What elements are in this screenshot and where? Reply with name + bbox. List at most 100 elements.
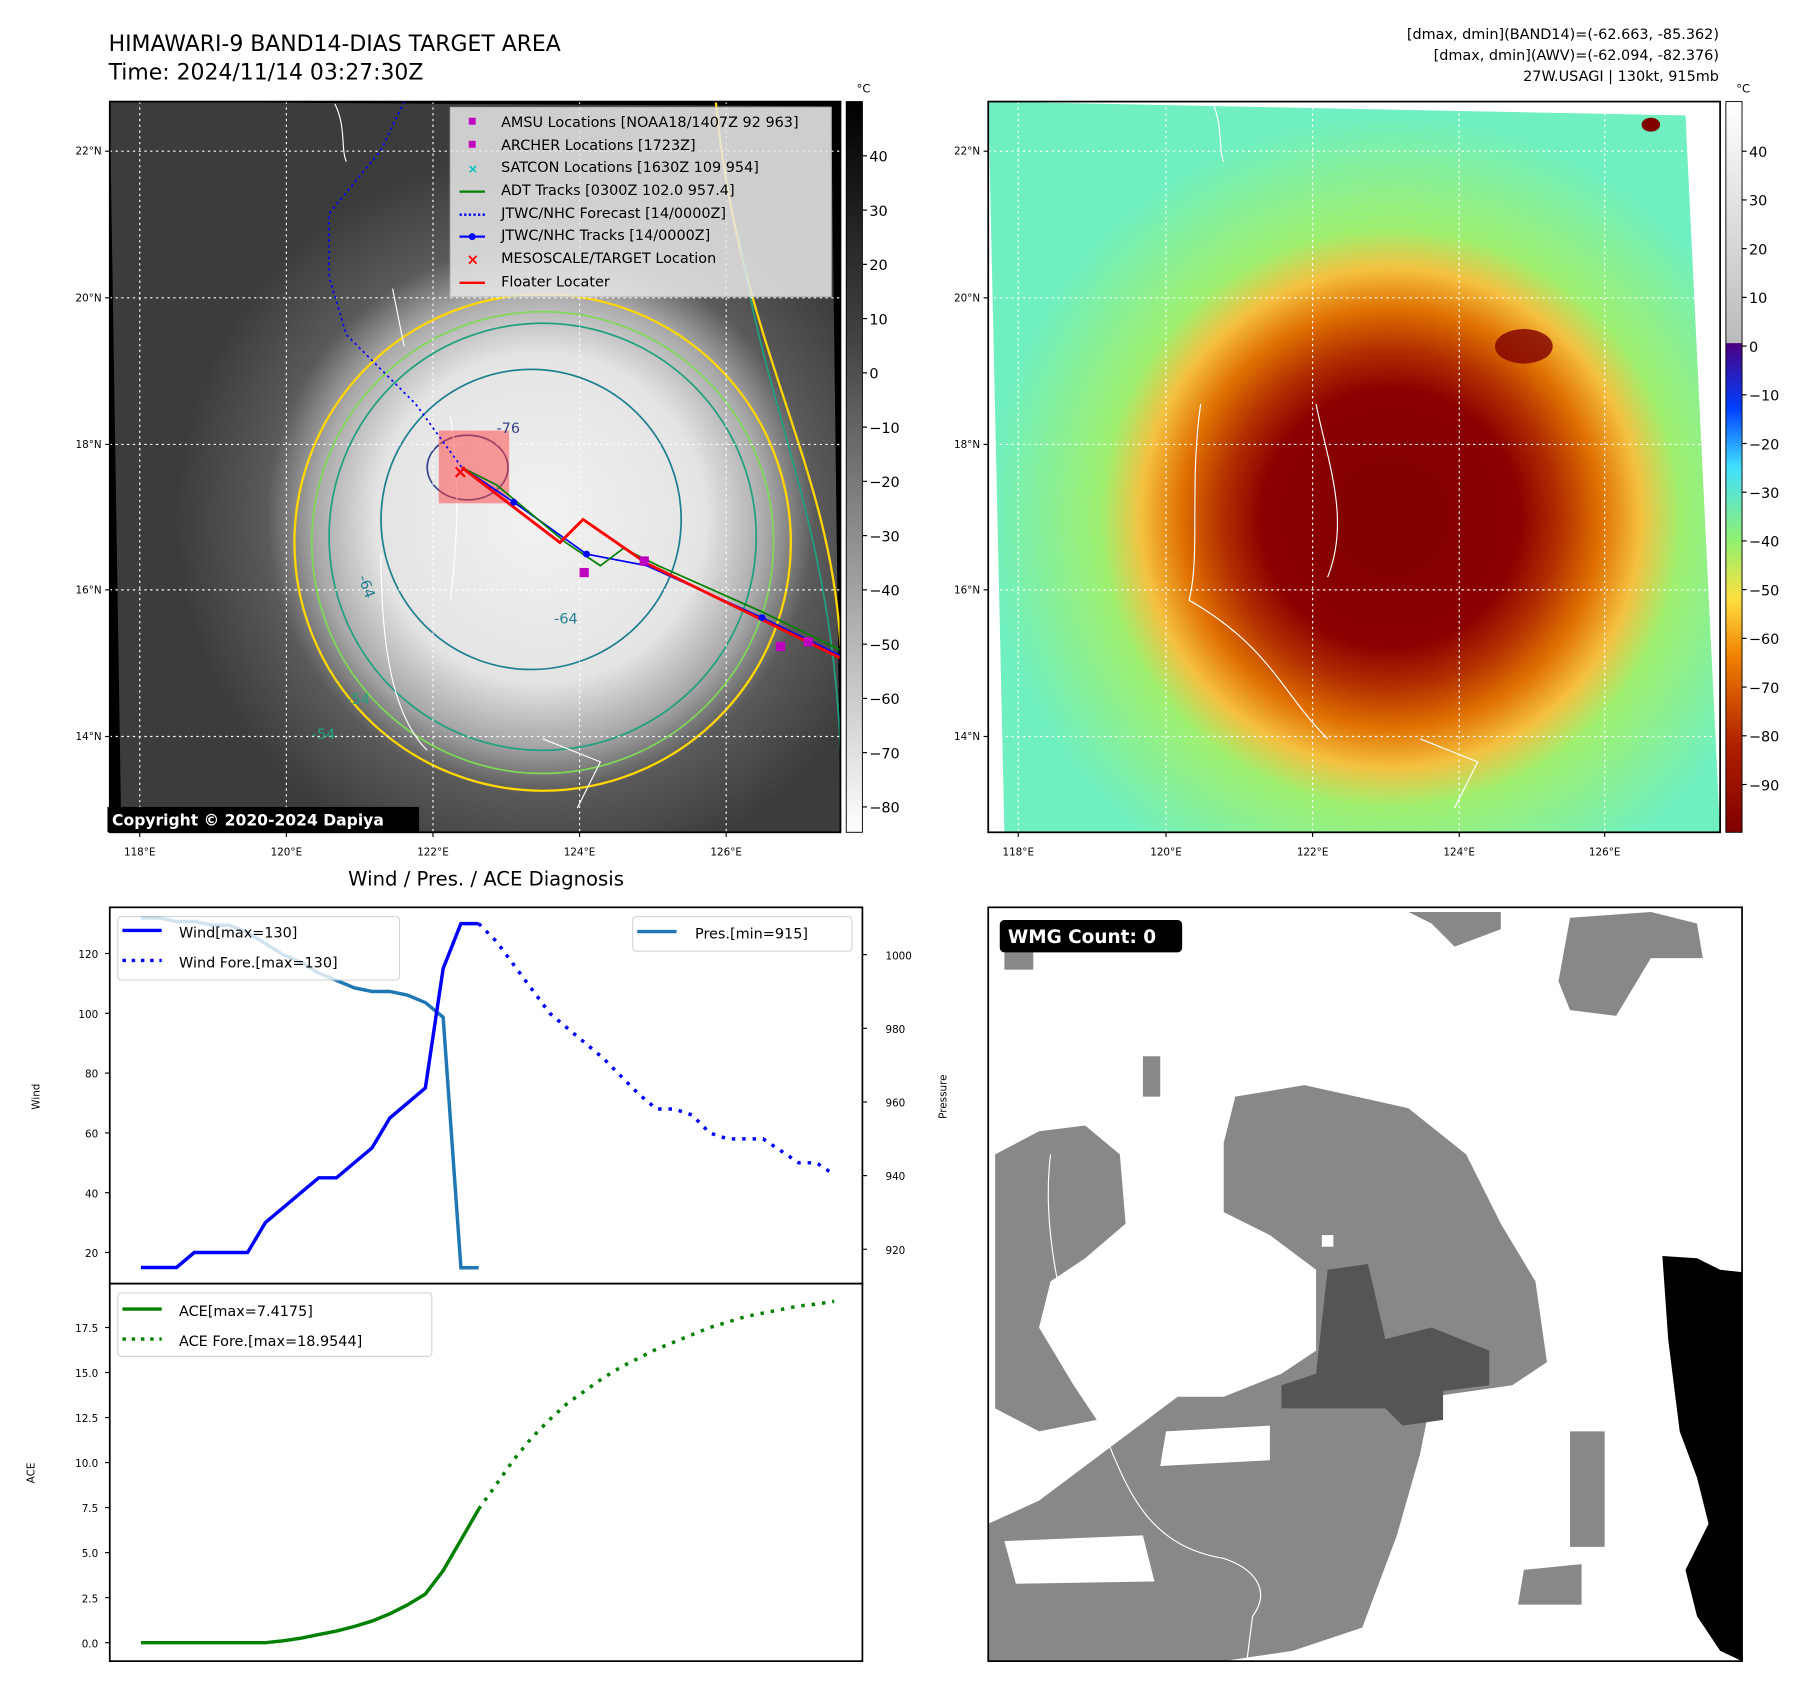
- colorbar-tick: −40: [1749, 535, 1779, 551]
- colorbar-tick: 30: [869, 204, 887, 220]
- ace-tick-label: 12.5: [75, 1413, 98, 1425]
- lon-tick-label: 120°E: [271, 846, 303, 858]
- lat-tick-label: 14°N: [954, 731, 980, 743]
- legend-item: AMSU Locations [NOAA18/1407Z 92 963]: [501, 115, 799, 131]
- amsu-legend-icon: [468, 117, 476, 125]
- stats-band14: [dmax, dmin](BAND14)=(-62.663, -85.362): [1407, 27, 1719, 43]
- ir-map-panel: × -76 -64 -64 -54 -54 × × AMSU Locations…: [76, 100, 842, 858]
- colorbar-tick: −10: [869, 421, 899, 437]
- colorbar-tick: −50: [869, 638, 899, 654]
- colorbar-tick: −70: [869, 746, 899, 762]
- contour-label: -64: [354, 573, 377, 601]
- ace-tick-label: 10.0: [75, 1458, 98, 1470]
- colorbar-tick: −20: [869, 475, 899, 491]
- ace-legend: ACE[max=7.4175] ACE Fore.[max=18.9544]: [117, 1292, 433, 1357]
- stats-awv: [dmax, dmin](AWV)=(-62.094, -82.376): [1434, 48, 1719, 64]
- colorbar-ir: °C 40 30 20 10 0 −10 −20 −30 −40 −50 −60 −70 −80: [845, 81, 900, 833]
- lon-tick-label: 126°E: [1589, 846, 1621, 858]
- contour-label: -54: [346, 692, 370, 708]
- pressure-tick-label: 980: [885, 1024, 905, 1036]
- legend-item: Floater Locater: [501, 274, 610, 290]
- colorbar-tick: −30: [1749, 486, 1779, 502]
- colorbar-tick: 10: [1749, 291, 1767, 307]
- colorbar-tick: 40: [1749, 145, 1767, 161]
- pressure-tick-label: 940: [885, 1171, 905, 1183]
- archer-legend-icon: [468, 140, 476, 148]
- lon-tick-label: 124°E: [1443, 846, 1475, 858]
- chart-title: Wind / Pres. / ACE Diagnosis: [348, 867, 624, 890]
- legend-item: ACE[max=7.4175]: [179, 1304, 313, 1320]
- ace-axis-label: ACE: [26, 1463, 38, 1484]
- legend-item: Wind Fore.[max=130]: [179, 955, 338, 971]
- legend-item: ARCHER Locations [1723Z]: [501, 138, 696, 154]
- contour-label: -64: [554, 611, 578, 627]
- colorbar-tick: 0: [1749, 340, 1758, 356]
- colorbar-tick: 20: [869, 258, 887, 274]
- legend-item: Wind[max=130]: [179, 925, 297, 941]
- lon-tick-label: 118°E: [1002, 846, 1034, 858]
- wind-pressure-chart: Wind Pressure 20 40 60 80 100 120 920 940 960 980…: [30, 906, 950, 1285]
- pressure-tick-label: 960: [885, 1098, 905, 1110]
- ace-tick-label: 17.5: [75, 1323, 98, 1335]
- wind-legend: Wind[max=130] Wind Fore.[max=130] Pres.[…: [117, 915, 853, 981]
- ace-tick-label: 5.0: [82, 1548, 98, 1560]
- colorbar-tick: 40: [869, 150, 887, 166]
- wind-tick-label: 40: [85, 1188, 98, 1200]
- lon-tick-label: 126°E: [710, 846, 742, 858]
- colorbar-tick: −10: [1749, 389, 1779, 405]
- lat-tick-label: 16°N: [76, 584, 102, 596]
- ace-tick-label: 15.0: [75, 1368, 98, 1380]
- floater-track: [460, 466, 841, 660]
- awv-image: [988, 101, 1721, 833]
- pressure-tick-label: 1000: [885, 950, 911, 962]
- lon-tick-label: 124°E: [564, 846, 596, 858]
- ace-line: [140, 1508, 481, 1645]
- lat-tick-label: 14°N: [76, 731, 102, 743]
- ace-tick-label: 7.5: [82, 1503, 98, 1515]
- target-x-marker: ×: [453, 462, 468, 483]
- legend-item: ADT Tracks [0300Z 102.0 957.4]: [501, 183, 735, 199]
- wind-forecast-line: [477, 922, 836, 1177]
- wind-tick-label: 120: [78, 949, 98, 961]
- colorbar-tick: −70: [1749, 681, 1779, 697]
- colorbar-tick: −80: [869, 801, 899, 817]
- satcon-legend-icon: ×: [468, 161, 479, 176]
- colorbar-tick: −90: [1749, 778, 1779, 794]
- wind-line: [140, 921, 479, 1270]
- lat-tick-label: 18°N: [954, 439, 980, 451]
- wind-tick-label: 80: [85, 1069, 98, 1081]
- colorbar-tick: 0: [869, 367, 878, 383]
- colorbar-tick: 30: [1749, 194, 1767, 210]
- colorbar-tick: −80: [1749, 730, 1779, 746]
- target-legend-icon: ×: [466, 250, 479, 268]
- contour-label: -54: [312, 727, 336, 743]
- lat-tick-label: 20°N: [76, 292, 102, 304]
- ace-chart: ACE 0.0 2.5 5.0 7.5 10.0 12.5 15.0 17.5 ACE[max…: [26, 1282, 864, 1663]
- wind-tick-label: 60: [85, 1129, 98, 1141]
- awv-map-panel: 118°E 120°E 122°E 124°E 126°E 22°N 20°N 18°N 16°…: [954, 100, 1721, 858]
- colorbar-tick: −40: [869, 584, 899, 600]
- colorbar-tick: −60: [869, 692, 899, 708]
- colorbar-unit: °C: [1736, 81, 1750, 95]
- best-track: [461, 466, 841, 657]
- wmg-count-label: WMG Count: 0: [1008, 927, 1156, 948]
- wind-axis-label: Wind: [30, 1084, 42, 1110]
- legend-item: Pres.[min=915]: [695, 927, 808, 943]
- forecast-track: [328, 101, 463, 469]
- colorbar-tick: −60: [1749, 632, 1779, 648]
- colorbar-tick: 10: [869, 312, 887, 328]
- colorbar-tick: −20: [1749, 437, 1779, 453]
- figure-time: Time: 2024/11/14 03:27:30Z: [108, 61, 424, 86]
- lon-tick-label: 122°E: [1297, 846, 1329, 858]
- colorbar-unit: °C: [857, 81, 871, 95]
- amsu-markers: [579, 556, 813, 652]
- pressure-tick-label: 920: [885, 1245, 905, 1257]
- adt-track: [461, 466, 841, 651]
- colorbar-tick: −30: [869, 529, 899, 545]
- legend-item: SATCON Locations [1630Z 109 954]: [501, 160, 759, 176]
- legend-item: JTWC/NHC Forecast [14/0000Z]: [500, 206, 726, 222]
- contour-label: -76: [496, 421, 520, 437]
- colorbar-tick: 20: [1749, 242, 1767, 258]
- legend-item: JTWC/NHC Tracks [14/0000Z]: [500, 228, 710, 244]
